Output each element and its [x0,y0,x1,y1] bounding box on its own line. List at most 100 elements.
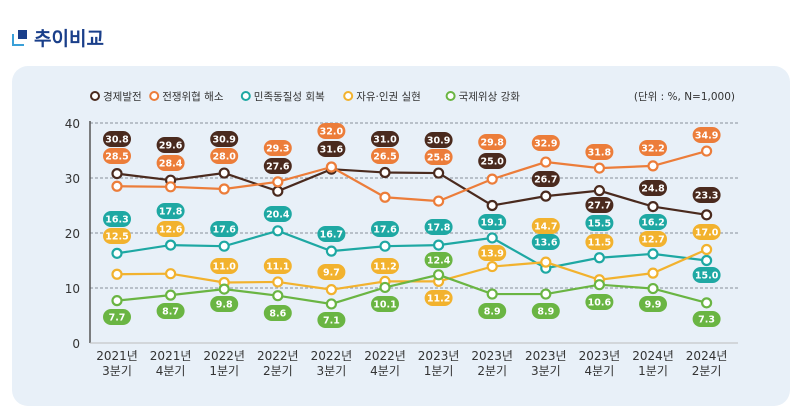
data-point [165,289,177,301]
data-label-badge [639,231,667,247]
data-point [111,168,123,180]
data-label: 14.7 [534,222,557,233]
data-label: 16.3 [105,215,128,226]
data-label-badge [317,141,346,157]
data-point [540,288,552,300]
data-point [647,267,659,279]
legend-label: 국제위상 강화 [459,90,521,103]
series-line [116,229,707,270]
data-label: 31.8 [588,148,612,159]
data-label: 28.4 [159,159,183,170]
data-label: 9.9 [645,300,662,311]
data-label: 8.6 [269,309,286,320]
series-line [116,149,707,203]
data-point [111,268,123,280]
data-point [433,239,445,251]
series-0 [111,163,713,221]
data-label-badge [210,131,239,147]
data-label-badge [424,149,453,165]
data-label: 29.3 [266,144,289,155]
data-label-badge [478,303,507,319]
data-label: 11.0 [212,262,236,273]
data-label: 7.1 [323,316,340,327]
data-point [165,239,177,251]
series-line [116,273,707,306]
x-tick-label: 2분기 [263,364,293,378]
data-label-badge [585,294,614,310]
data-point [540,256,552,268]
data-point [647,248,659,260]
x-tick-label: 3분기 [102,364,132,378]
data-label-badge [692,127,721,143]
data-label-badge [263,305,292,321]
data-label-badge [639,296,667,312]
data-label: 20.4 [266,210,290,221]
data-point [593,185,606,197]
data-label-badge [585,215,614,231]
data-label: 24.8 [641,184,665,195]
data-point [593,162,606,174]
data-label-badge [478,245,507,261]
data-label: 29.6 [159,141,183,152]
data-label: 30.9 [212,135,235,146]
data-label: 13.9 [480,249,503,260]
data-label-badge [156,155,185,171]
data-label: 17.8 [159,207,183,218]
data-label-badge [371,221,399,237]
data-label: 7.3 [698,315,715,326]
x-tick-label: 2023년 [471,349,513,363]
data-label-badge [639,140,667,156]
data-label: 8.9 [484,307,501,318]
data-label-badge [103,309,131,325]
data-label-badge [639,180,667,196]
data-point [218,240,230,252]
data-label-badge [424,219,453,235]
data-label-badge [317,226,346,242]
data-point [647,160,659,172]
data-label: 31.0 [373,135,397,146]
x-tick-label: 1분기 [209,364,239,378]
data-label: 32.2 [641,144,664,155]
y-tick-label: 10 [65,282,80,296]
x-tick-label: 4분기 [585,364,615,378]
data-label-badge [531,171,560,187]
data-point [700,254,713,267]
data-point [647,201,659,213]
data-point [433,167,445,179]
data-point [593,279,606,291]
data-point [486,232,498,244]
data-label: 16.2 [641,218,664,229]
x-tick-label: 2023년 [525,349,567,363]
x-tick-label: 3분기 [531,364,561,378]
x-tick-label: 2분기 [692,364,722,378]
data-label: 8.9 [537,307,554,318]
data-label: 11.2 [427,294,450,305]
data-point [218,183,230,195]
legend-marker [90,91,100,101]
data-label: 27.6 [266,162,290,173]
data-label: 10.1 [373,300,396,311]
data-label: 11.2 [373,262,396,273]
data-label-badge [210,221,239,237]
data-label: 32.9 [534,139,557,150]
data-label-badge [531,135,560,151]
section-title: 추이비교 [12,24,104,51]
series-2 [111,225,713,274]
data-label: 28.5 [105,152,128,163]
data-point [540,190,552,202]
data-label: 12.6 [159,225,183,236]
data-point [272,176,284,188]
data-label-badge [424,290,453,306]
data-label-badge [692,224,721,240]
data-point [379,281,391,294]
x-tick-label: 1분기 [638,364,668,378]
data-label-badge [692,187,721,203]
data-label-badge [263,206,292,222]
data-label-badge [263,140,292,156]
data-label: 16.7 [320,230,343,241]
y-tick-label: 40 [65,117,80,131]
legend-marker [445,91,456,101]
data-point [325,161,337,173]
data-label: 28.0 [212,152,236,163]
data-label: 7.7 [109,313,126,324]
